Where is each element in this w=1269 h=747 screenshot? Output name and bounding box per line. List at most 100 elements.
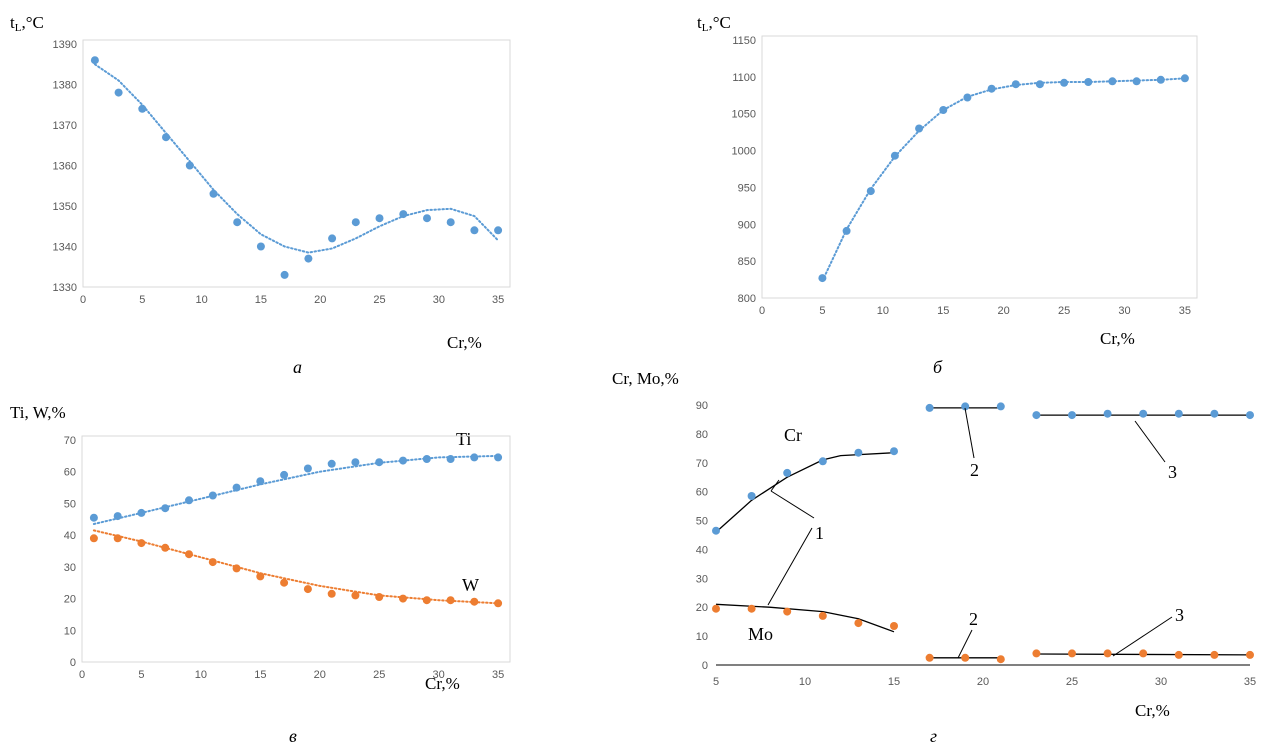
data-point-series-0	[470, 226, 479, 235]
data-point-mo	[996, 655, 1005, 664]
data-point-w	[185, 550, 193, 559]
y-tick-label: 10	[64, 625, 76, 637]
y-tick-label: 90	[696, 400, 708, 412]
y-tick-label: 1370	[53, 120, 77, 132]
x-tick-label: 20	[314, 294, 326, 306]
data-point-series-0	[818, 274, 827, 283]
data-point-series-0	[1156, 75, 1165, 84]
x-axis-label-a: Cr,%	[447, 333, 482, 352]
data-point-w	[470, 597, 479, 606]
data-point-mo	[1210, 650, 1219, 659]
y-tick-label: 20	[696, 602, 708, 614]
data-point-mo	[854, 619, 863, 628]
data-point-cr	[854, 448, 863, 457]
data-point-series-0	[963, 93, 972, 102]
trendline-series-0	[93, 63, 500, 254]
y-tick-label: 1050	[732, 109, 756, 121]
plot-area-border	[82, 39, 511, 288]
callout-leader-line	[770, 479, 780, 492]
data-point-ti	[422, 455, 431, 463]
data-point-series-0	[1060, 78, 1069, 87]
data-point-series-0	[890, 151, 899, 160]
x-tick-label: 5	[138, 669, 144, 681]
caption-b: б	[933, 357, 943, 377]
data-point-series-0	[185, 161, 194, 170]
data-point-ti	[494, 453, 503, 462]
series-label-cr: Cr	[784, 425, 802, 445]
data-point-ti	[446, 455, 455, 463]
data-point-cr	[712, 526, 720, 535]
plot-area-border	[761, 35, 1198, 299]
x-tick-label: 25	[373, 669, 385, 681]
data-point-w	[399, 594, 407, 603]
data-point-cr	[996, 402, 1005, 411]
data-point-series-0	[375, 214, 384, 223]
y-tick-label: 1340	[53, 242, 77, 254]
y-tick-label: 0	[70, 657, 76, 669]
data-point-series-0	[233, 218, 242, 227]
data-point-cr	[747, 492, 756, 500]
data-point-w	[280, 578, 289, 587]
data-point-series-0	[1035, 80, 1044, 89]
callout-number-1: 1	[815, 523, 824, 543]
y-tick-label: 60	[696, 487, 708, 499]
data-point-series-0	[162, 133, 170, 142]
data-point-mo	[1174, 650, 1183, 659]
data-point-w	[137, 539, 146, 548]
x-tick-label: 35	[1179, 305, 1191, 317]
callout-leader-line	[1112, 616, 1173, 657]
data-point-ti	[375, 458, 384, 467]
data-point-cr	[818, 457, 827, 466]
trendline-w	[92, 529, 500, 605]
data-point-ti	[137, 508, 146, 517]
data-point-ti	[161, 504, 170, 513]
y-tick-label: 1100	[732, 72, 756, 84]
y-tick-label: 950	[738, 182, 756, 194]
data-point-w	[256, 572, 265, 581]
data-point-w	[161, 543, 170, 552]
y-axis-label-v: Ti, W,%	[10, 403, 66, 422]
x-tick-label: 5	[819, 305, 825, 317]
y-tick-label: 50	[696, 516, 708, 528]
callout-leader-line	[957, 629, 973, 659]
y-tick-label: 900	[738, 219, 756, 231]
data-point-series-0	[280, 270, 289, 279]
data-point-cr	[1032, 411, 1041, 420]
y-axis-label-a: tL,°C	[10, 13, 44, 34]
x-tick-label: 5	[713, 676, 719, 688]
y-tick-label: 10	[696, 631, 708, 643]
y-tick-label: 20	[64, 594, 76, 606]
x-tick-label: 10	[195, 294, 207, 306]
data-point-ti	[280, 470, 289, 479]
data-point-ti	[470, 453, 479, 462]
y-tick-label: 1150	[732, 35, 756, 47]
data-point-ti	[185, 496, 193, 505]
y-tick-label: 1000	[732, 146, 756, 158]
x-tick-label: 30	[433, 294, 445, 306]
data-point-ti	[89, 513, 98, 522]
callout-leader-line	[964, 407, 975, 459]
data-point-series-0	[351, 218, 360, 227]
data-point-cr	[1139, 409, 1148, 418]
y-tick-label: 60	[64, 467, 76, 479]
data-point-w	[303, 585, 312, 594]
y-tick-label: 70	[64, 435, 76, 447]
chart-panel-g: Cr, Mo,% Cr,% Cr Mo 1 2 3 2 3 г 0 10 20 30 4…	[612, 369, 1256, 746]
series-label-ti: Ti	[456, 429, 471, 449]
x-tick-label: 10	[799, 676, 811, 688]
y-tick-label: 1350	[53, 201, 77, 213]
x-tick-label: 15	[254, 669, 266, 681]
x-axis-label-g: Cr,%	[1135, 701, 1170, 720]
x-tick-label: 20	[998, 305, 1010, 317]
data-point-cr	[925, 403, 934, 412]
data-point-series-0	[304, 254, 313, 263]
data-point-ti	[327, 459, 336, 468]
data-point-mo	[818, 611, 827, 620]
data-point-series-0	[842, 226, 851, 235]
data-point-mo	[1246, 650, 1254, 659]
data-point-series-0	[399, 210, 408, 219]
callout-leader-line	[767, 527, 813, 606]
data-point-w	[113, 534, 122, 543]
x-axis-label-b: Cr,%	[1100, 329, 1135, 348]
y-tick-label: 1390	[53, 39, 77, 51]
